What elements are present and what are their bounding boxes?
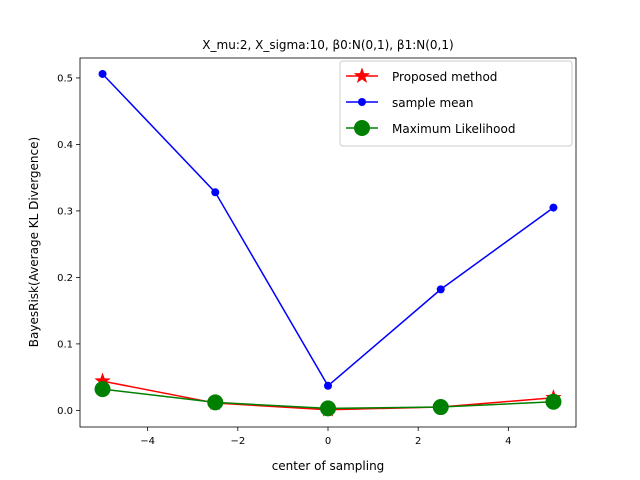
data-point-sample-mean <box>98 69 107 78</box>
x-tick-label: 4 <box>505 436 511 447</box>
x-tick-label: 2 <box>415 436 421 447</box>
legend-marker-proposed-method <box>353 67 371 84</box>
y-tick-label: 0.3 <box>57 206 73 217</box>
data-point-maximum-likelihood <box>432 399 449 416</box>
legend-label-proposed-method: Proposed method <box>392 70 497 84</box>
legend-marker-maximum-likelihood <box>354 120 370 136</box>
legend: Proposed method sample mean Maximum Likeli… <box>339 60 573 147</box>
data-point-sample-mean <box>549 203 558 212</box>
data-point-maximum-likelihood <box>320 400 336 417</box>
y-tick-label: 0.2 <box>57 273 73 284</box>
legend-label-sample-mean: sample mean <box>392 96 473 110</box>
y-axis-label: BayesRisk(Average KL Divergence) <box>27 137 41 347</box>
y-tick-label: 0.5 <box>57 73 73 84</box>
data-point-sample-mean <box>324 381 332 390</box>
data-point-maximum-likelihood <box>545 393 562 410</box>
x-axis-label: center of sampling <box>272 459 385 473</box>
plot-area: −4 −2 0 2 4 0.0 0.1 0.2 0.3 0.4 0.5 <box>57 69 562 447</box>
data-point-sample-mean <box>211 188 220 197</box>
plot-frame <box>79 57 577 428</box>
y-tick-label: 0.4 <box>57 140 73 151</box>
legend-label-maximum-likelihood: Maximum Likelihood <box>392 122 515 136</box>
x-tick-label: −4 <box>140 436 155 447</box>
chart-title: X_mu:2, X_sigma:10, β0:N(0,1), β1:N(0,1) <box>202 38 453 52</box>
legend-marker-sample-mean <box>358 98 366 106</box>
data-point-maximum-likelihood <box>94 381 111 398</box>
legend-frame <box>339 60 573 147</box>
x-tick-label: 0 <box>325 436 331 447</box>
data-point-maximum-likelihood <box>207 394 224 411</box>
y-tick-label: 0.1 <box>57 339 73 350</box>
y-tick-label: 0.0 <box>57 406 73 417</box>
x-tick-label: −2 <box>230 436 245 447</box>
data-point-sample-mean <box>436 285 445 294</box>
